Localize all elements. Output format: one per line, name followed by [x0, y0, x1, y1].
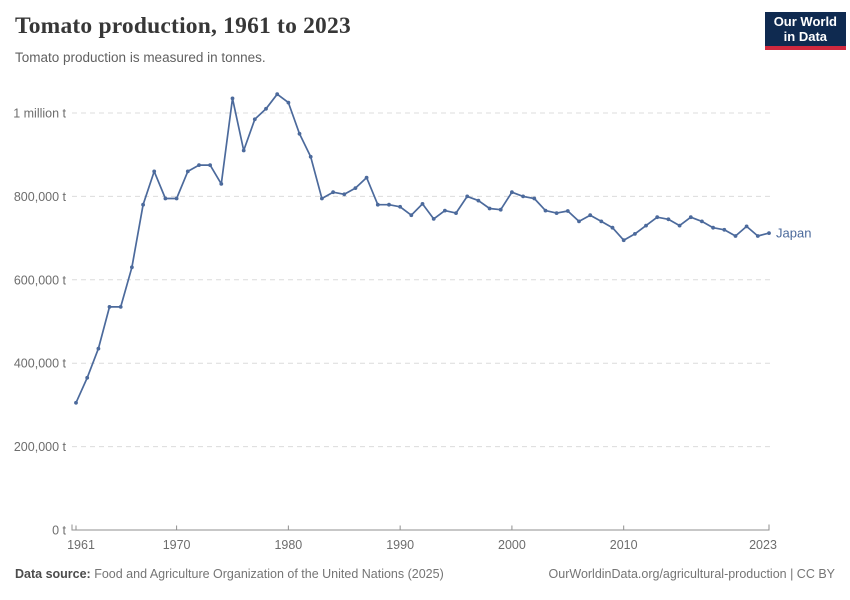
data-point-1978 [264, 106, 268, 111]
data-point-1963 [96, 346, 101, 351]
data-point-2002 [532, 196, 537, 201]
data-point-2011 [633, 232, 637, 236]
data-point-1994 [443, 208, 447, 213]
data-point-2006 [577, 219, 581, 224]
data-point-1973 [208, 163, 213, 168]
x-tick-label-2010: 2010 [610, 538, 638, 552]
x-axis-labels: 1961 1970 1980 1990 2000 2010 2023 [67, 538, 777, 552]
footer-citation-link[interactable]: OurWorldinData.org/agricultural-producti… [548, 567, 835, 581]
data-point-2009 [610, 225, 615, 230]
data-point-1976 [241, 148, 246, 153]
data-point-1977 [252, 117, 257, 122]
data-point-1990 [398, 204, 402, 209]
data-point-1961 [74, 400, 78, 405]
y-tick-label-1000000: 1 million t [13, 107, 66, 121]
data-point-2023 [767, 231, 771, 236]
x-tick-label-2023: 2023 [749, 538, 777, 552]
data-point-2014 [666, 217, 671, 222]
data-point-1962 [85, 375, 90, 380]
y-tick-label-200000: 200,000 t [14, 440, 67, 454]
data-point-1985 [342, 192, 347, 197]
owid-logo-line2: in Data [783, 28, 828, 44]
x-tick-label-1970: 1970 [163, 538, 191, 552]
data-point-2020 [733, 234, 738, 238]
data-point-1980 [286, 100, 291, 105]
data-point-1988 [375, 202, 380, 207]
y-gridlines [72, 112, 770, 448]
y-tick-label-400000: 400,000 t [14, 357, 67, 371]
owid-logo-line1: Our World [773, 14, 837, 29]
data-point-1979 [275, 92, 280, 97]
data-point-2001 [521, 194, 525, 199]
data-point-1971 [185, 169, 190, 174]
data-point-1997 [476, 198, 481, 203]
data-source-line: Data source: Food and Agriculture Organi… [15, 567, 444, 581]
data-point-1968 [152, 169, 157, 174]
data-point-1970 [174, 196, 179, 201]
data-point-2016 [688, 215, 693, 220]
data-point-1987 [364, 175, 369, 180]
data-point-1999 [498, 207, 503, 212]
data-point-1995 [454, 211, 458, 216]
data-point-1974 [219, 182, 224, 186]
data-point-2012 [644, 223, 648, 228]
x-tick-label-1990: 1990 [386, 538, 414, 552]
chart-subtitle: Tomato production is measured in tonnes. [15, 50, 266, 65]
data-point-1967 [141, 202, 146, 207]
data-point-1965 [118, 305, 123, 309]
y-axis-labels: 0 t 200,000 t 400,000 t 600,000 t 800,000 t 1… [13, 107, 66, 538]
data-point-2015 [677, 223, 682, 228]
data-point-2019 [722, 227, 727, 232]
data-point-2018 [711, 225, 715, 230]
data-point-1996 [465, 194, 470, 199]
data-point-1982 [308, 154, 313, 159]
entity-label-japan: Japan [776, 226, 811, 241]
owid-logo[interactable]: Our World in Data [764, 12, 846, 50]
data-point-1986 [353, 186, 358, 191]
data-point-2000 [510, 190, 514, 195]
page-title: Tomato production, 1961 to 2023 [15, 13, 351, 39]
data-point-1983 [320, 196, 324, 201]
data-point-1993 [431, 217, 436, 221]
x-tick-label-1980: 1980 [274, 538, 302, 552]
data-point-2003 [543, 208, 548, 213]
data-point-1998 [487, 206, 492, 211]
data-point-2004 [554, 211, 559, 216]
y-tick-label-600000: 600,000 t [14, 273, 67, 287]
data-point-1975 [230, 96, 235, 101]
data-point-2007 [588, 213, 593, 218]
data-point-2005 [565, 209, 570, 213]
data-source-name[interactable]: Food and Agriculture Organization of the… [94, 567, 444, 581]
data-point-1966 [130, 265, 134, 270]
data-point-2010 [621, 238, 626, 243]
japan-line-markers [74, 92, 771, 405]
x-axis [71, 524, 770, 531]
data-source-label: Data source: [15, 567, 91, 581]
y-tick-label-0: 0 t [52, 524, 66, 538]
data-point-1991 [409, 213, 414, 218]
data-point-2013 [655, 215, 660, 220]
x-tick-label-2000: 2000 [498, 538, 526, 552]
y-tick-label-800000: 800,000 t [14, 190, 67, 204]
data-point-2017 [700, 219, 704, 224]
data-point-1989 [387, 202, 391, 207]
japan-line [75, 93, 770, 404]
data-point-2008 [599, 219, 604, 224]
data-point-1984 [331, 190, 335, 195]
data-point-1992 [420, 202, 425, 206]
data-point-2021 [744, 224, 749, 229]
data-point-2022 [755, 234, 760, 238]
data-point-1969 [163, 196, 168, 201]
data-point-1981 [297, 131, 302, 136]
x-tick-label-1961: 1961 [67, 538, 95, 552]
chart-footer: Data source: Food and Agriculture Organi… [15, 567, 835, 581]
data-point-1972 [197, 163, 201, 168]
data-point-1964 [107, 305, 112, 309]
